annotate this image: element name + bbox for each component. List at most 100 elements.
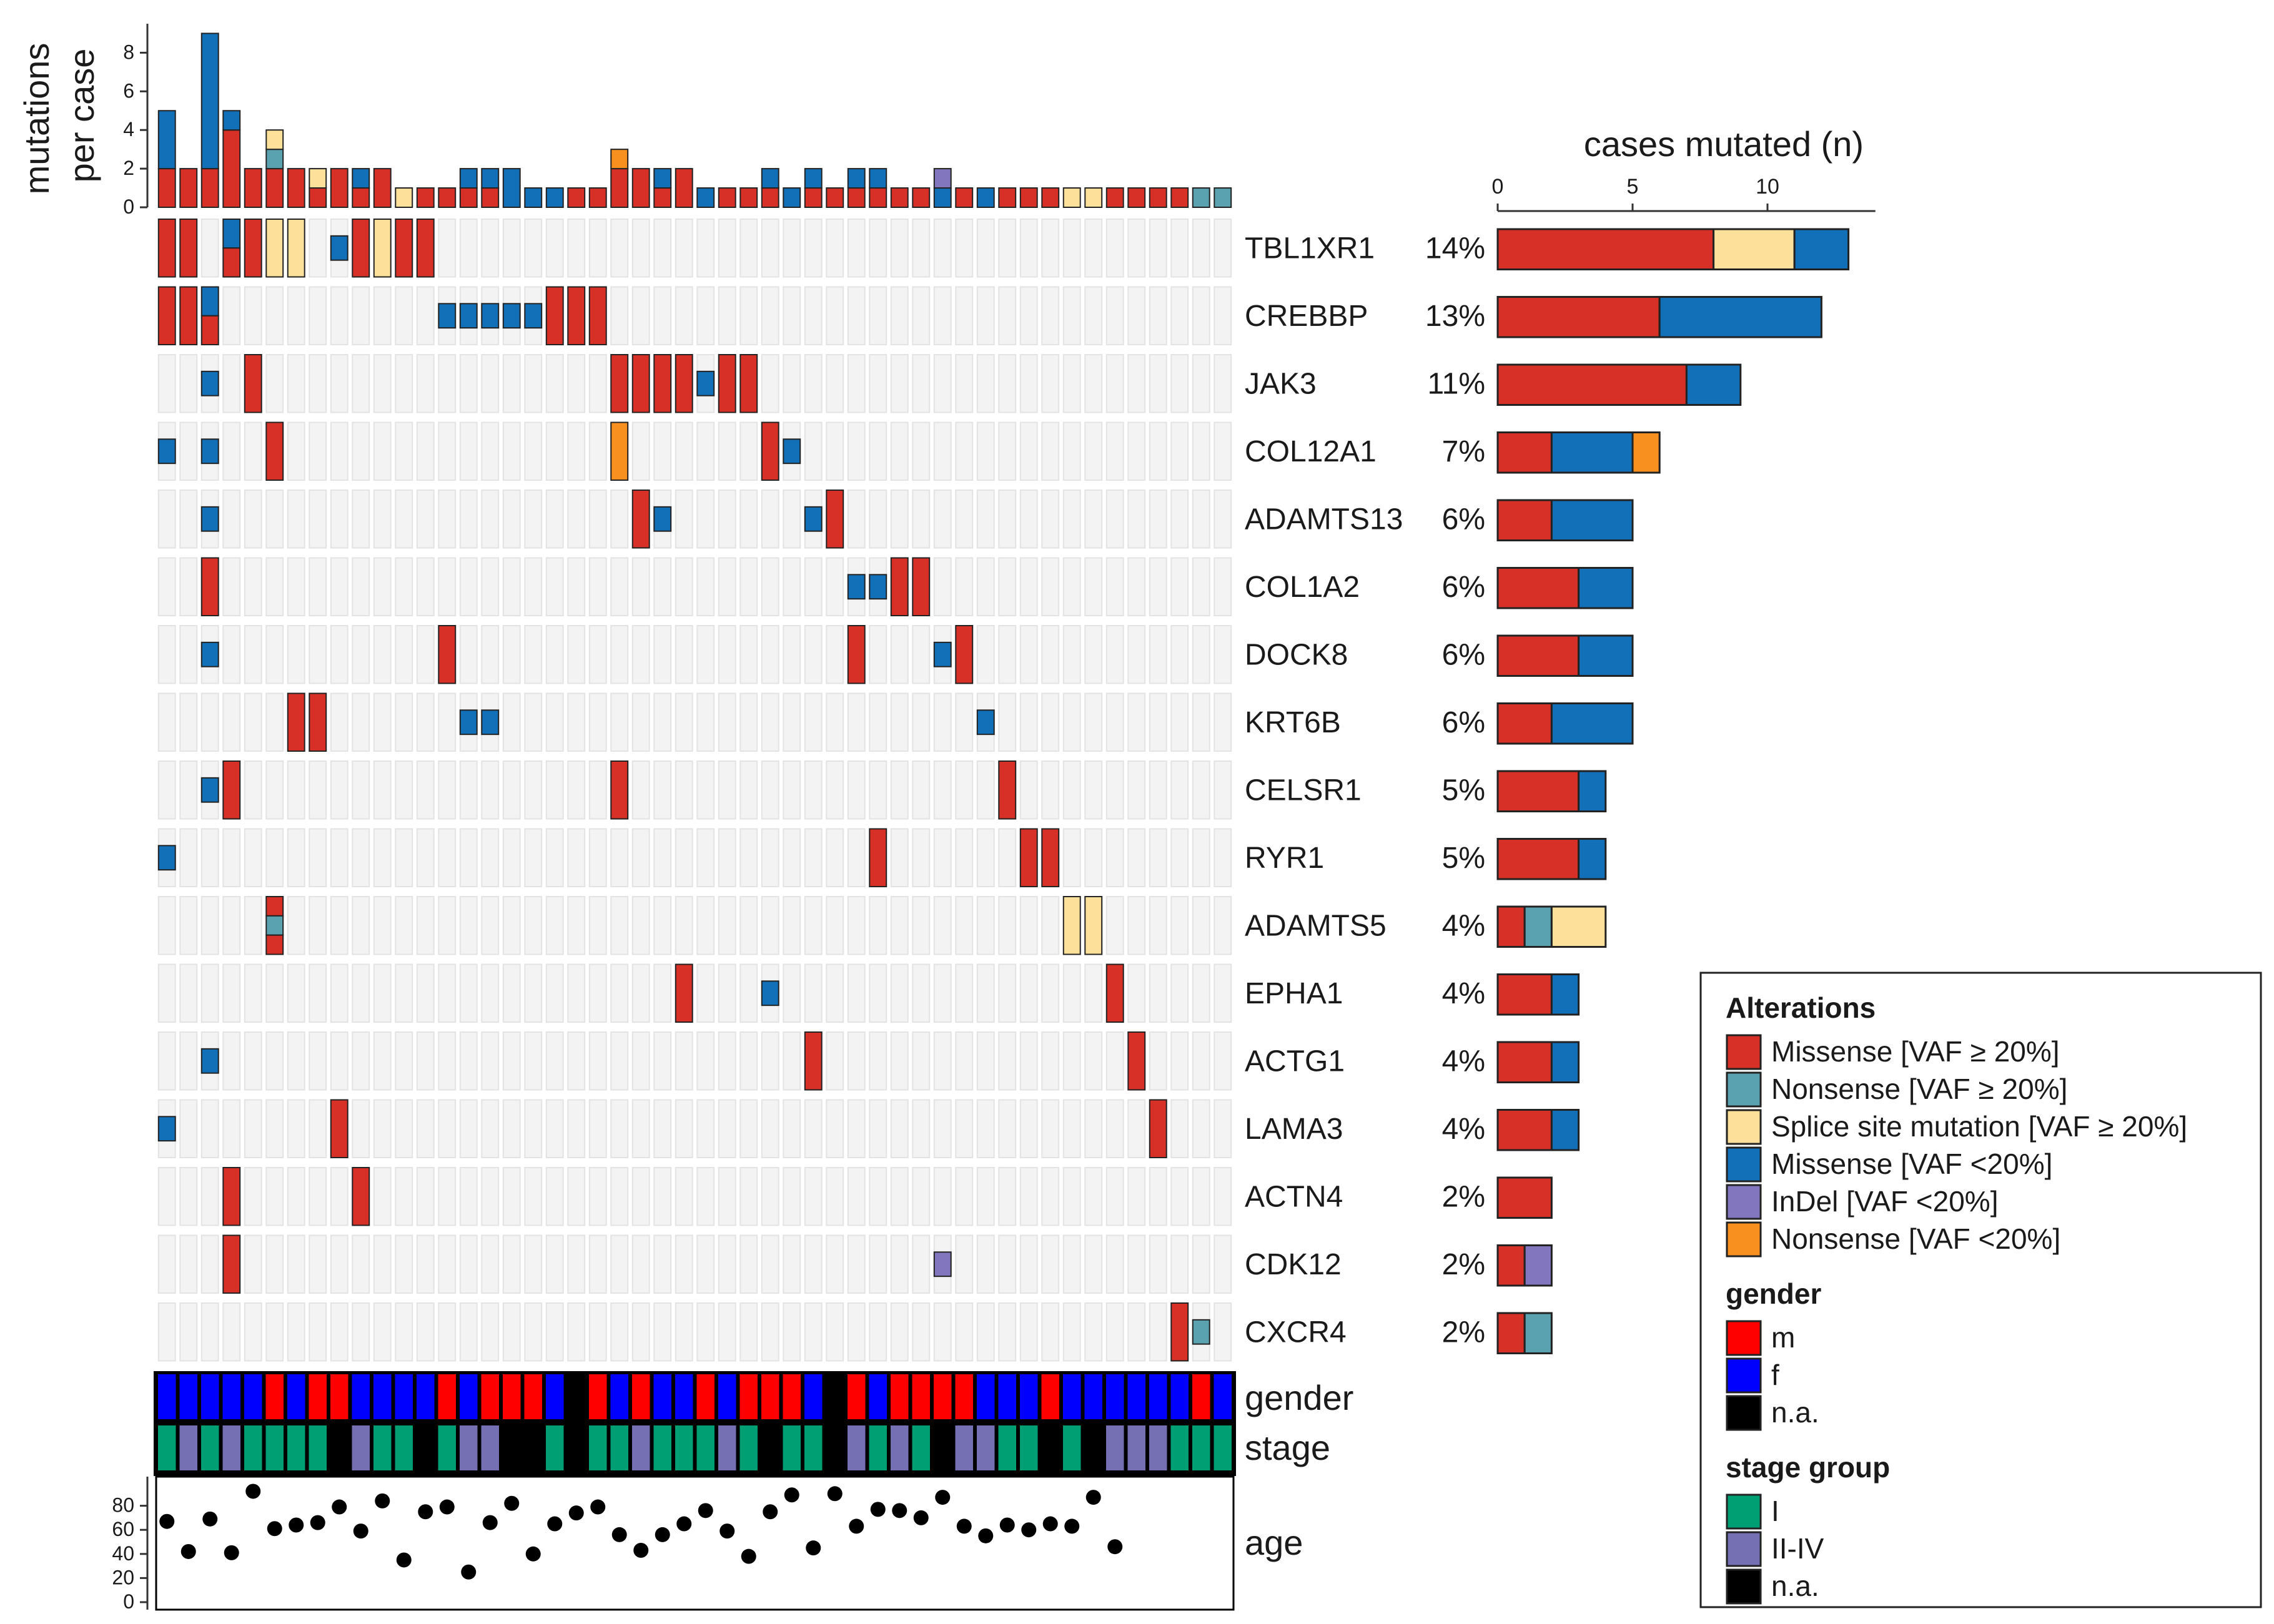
matrix-cell-background	[761, 828, 779, 887]
matrix-cell-background	[739, 219, 758, 278]
matrix-cell-background	[869, 760, 887, 820]
matrix-cell-background	[438, 1302, 457, 1362]
legend-gender-swatch	[1726, 1320, 1762, 1356]
case-mutation-bar-segment	[244, 168, 262, 208]
matrix-cell-background	[157, 896, 176, 955]
case-mutation-bar-segment	[265, 149, 284, 170]
mutation-cell	[438, 303, 457, 329]
mutation-cell	[373, 219, 392, 278]
matrix-cell-background	[1170, 557, 1189, 616]
matrix-cell-background	[783, 1099, 801, 1158]
matrix-cell-background	[739, 490, 758, 549]
age-point	[439, 1499, 455, 1515]
matrix-cell-background	[265, 1234, 284, 1294]
case-mutation-bar-segment	[330, 168, 349, 208]
matrix-cell-background	[718, 219, 736, 278]
mutation-cell	[459, 709, 478, 736]
mutation-cell-segment	[265, 934, 284, 955]
matrix-cell-background	[761, 896, 779, 955]
matrix-cell-background	[869, 219, 887, 278]
matrix-cell-background	[309, 421, 327, 481]
matrix-cell-background	[847, 421, 866, 481]
matrix-cell-background	[976, 1234, 995, 1294]
matrix-cell-background	[826, 828, 844, 887]
matrix-cell-background	[459, 896, 478, 955]
matrix-cell-background	[438, 1099, 457, 1158]
right-x-tick-label: 10	[1756, 175, 1779, 199]
case-mutation-bar-segment	[933, 187, 952, 209]
matrix-cell-background	[567, 1234, 586, 1294]
matrix-cell-background	[352, 1234, 370, 1294]
cases-mutated-bar-segment	[1496, 905, 1526, 948]
mutation-cell	[1041, 828, 1060, 887]
matrix-cell-background	[352, 490, 370, 549]
age-point	[741, 1548, 756, 1564]
matrix-cell-background	[1105, 828, 1124, 887]
gender-track-cell	[1083, 1373, 1104, 1420]
stage-track-cell	[588, 1424, 608, 1472]
mutation-cell	[200, 557, 219, 616]
stage-track-cell	[760, 1424, 781, 1472]
matrix-cell-background	[352, 421, 370, 481]
matrix-cell-background	[675, 1031, 693, 1091]
matrix-cell-background	[588, 1099, 607, 1158]
cases-mutated-bar-segment	[1550, 1109, 1580, 1151]
age-point	[504, 1495, 520, 1511]
cases-mutated-bar-segment	[1550, 702, 1634, 745]
gender-track-cell	[717, 1373, 738, 1420]
case-mutation-bar-segment	[912, 187, 931, 209]
matrix-cell-background	[309, 1099, 327, 1158]
matrix-cell-background	[1170, 490, 1189, 549]
gene-percent: 11%	[1427, 367, 1485, 400]
gender-track-label: gender	[1245, 1378, 1353, 1417]
matrix-cell-background	[653, 625, 672, 684]
gender-track-cell	[458, 1373, 479, 1420]
matrix-cell-background	[588, 557, 607, 616]
matrix-cell-background	[395, 557, 413, 616]
gene-percent: 6%	[1442, 571, 1485, 604]
matrix-cell-background	[976, 354, 995, 413]
case-mutation-bar-segment	[222, 129, 241, 208]
matrix-cell-background	[1062, 1234, 1081, 1294]
cases-mutated-bar-segment	[1496, 838, 1580, 880]
gender-track-cell	[157, 1373, 177, 1420]
age-point	[332, 1499, 347, 1515]
mutation-cell	[330, 1099, 349, 1158]
matrix-cell-background	[783, 557, 801, 616]
matrix-cell-background	[804, 963, 823, 1023]
matrix-cell-background	[804, 828, 823, 887]
matrix-cell-background	[502, 1167, 521, 1226]
mutation-cell	[179, 219, 198, 278]
matrix-cell-background	[696, 557, 715, 616]
matrix-cell-background	[1019, 354, 1038, 413]
stage-track-cell	[480, 1424, 500, 1472]
matrix-cell-background	[631, 828, 650, 887]
stage-track-cell	[824, 1424, 845, 1472]
matrix-cell-background	[976, 557, 995, 616]
matrix-cell-background	[200, 692, 219, 752]
stage-track-cell	[738, 1424, 759, 1472]
matrix-cell-background	[718, 625, 736, 684]
matrix-cell-background	[588, 1031, 607, 1091]
matrix-cell-background	[1084, 625, 1103, 684]
matrix-cell-background	[890, 219, 909, 278]
mutation-cell	[481, 303, 500, 329]
matrix-cell-background	[545, 963, 564, 1023]
matrix-cell-background	[567, 692, 586, 752]
matrix-cell-background	[222, 286, 241, 345]
case-mutation-bar-segment	[1149, 187, 1167, 209]
legend-box	[1699, 972, 2262, 1608]
matrix-cell-background	[1062, 1167, 1081, 1226]
matrix-cell-background	[179, 896, 198, 955]
legend-stage-label: II-IV	[1771, 1532, 1824, 1565]
matrix-cell-background	[244, 760, 262, 820]
matrix-cell-background	[1170, 219, 1189, 278]
case-mutation-bar-segment	[739, 187, 758, 209]
matrix-cell-background	[998, 286, 1017, 345]
matrix-cell-background	[1105, 760, 1124, 820]
matrix-cell-background	[739, 1031, 758, 1091]
matrix-cell-background	[1149, 219, 1167, 278]
matrix-cell-background	[912, 354, 931, 413]
matrix-cell-background	[309, 490, 327, 549]
mutation-cell	[567, 286, 586, 345]
